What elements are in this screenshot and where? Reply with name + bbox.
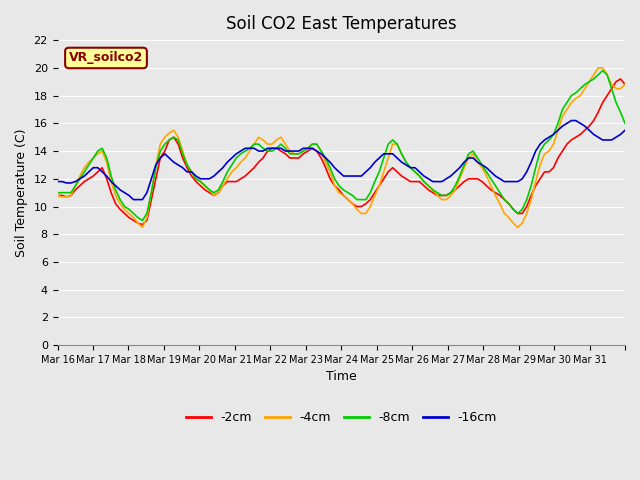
-16cm	[568, 118, 575, 123]
-8cm	[54, 190, 61, 195]
Text: VR_soilco2: VR_soilco2	[69, 51, 143, 64]
Line: -2cm: -2cm	[58, 79, 625, 225]
Title: Soil CO2 East Temperatures: Soil CO2 East Temperatures	[226, 15, 456, 33]
-8cm	[268, 148, 276, 154]
-16cm	[268, 145, 276, 151]
-2cm	[621, 82, 629, 87]
-8cm	[196, 179, 204, 184]
-16cm	[196, 176, 204, 181]
-16cm	[54, 179, 61, 184]
-4cm	[545, 148, 553, 154]
-16cm	[353, 173, 361, 179]
Line: -16cm: -16cm	[58, 120, 625, 200]
-8cm	[621, 120, 629, 126]
-4cm	[604, 72, 611, 78]
-4cm	[139, 225, 147, 230]
-4cm	[291, 151, 298, 156]
-2cm	[617, 76, 625, 82]
-8cm	[139, 217, 147, 223]
Line: -8cm: -8cm	[58, 71, 625, 220]
-8cm	[604, 72, 611, 78]
-4cm	[54, 192, 61, 198]
-2cm	[196, 183, 204, 189]
X-axis label: Time: Time	[326, 371, 356, 384]
Y-axis label: Soil Temperature (C): Soil Temperature (C)	[15, 129, 28, 257]
-16cm	[545, 134, 553, 140]
-2cm	[353, 204, 361, 209]
-2cm	[291, 155, 298, 161]
-8cm	[353, 197, 361, 203]
-4cm	[621, 82, 629, 87]
-16cm	[621, 127, 629, 133]
Line: -4cm: -4cm	[58, 68, 625, 228]
-4cm	[268, 141, 276, 147]
-4cm	[196, 179, 204, 184]
-4cm	[353, 206, 361, 212]
-2cm	[139, 222, 147, 228]
-8cm	[291, 151, 298, 156]
-8cm	[545, 137, 553, 143]
-4cm	[595, 65, 602, 71]
-2cm	[54, 192, 61, 198]
Legend: -2cm, -4cm, -8cm, -16cm: -2cm, -4cm, -8cm, -16cm	[180, 407, 502, 430]
-2cm	[268, 145, 276, 151]
-2cm	[545, 169, 553, 175]
-16cm	[130, 197, 138, 203]
-16cm	[604, 137, 611, 143]
-2cm	[599, 100, 607, 106]
-16cm	[291, 148, 298, 154]
-8cm	[599, 68, 607, 73]
